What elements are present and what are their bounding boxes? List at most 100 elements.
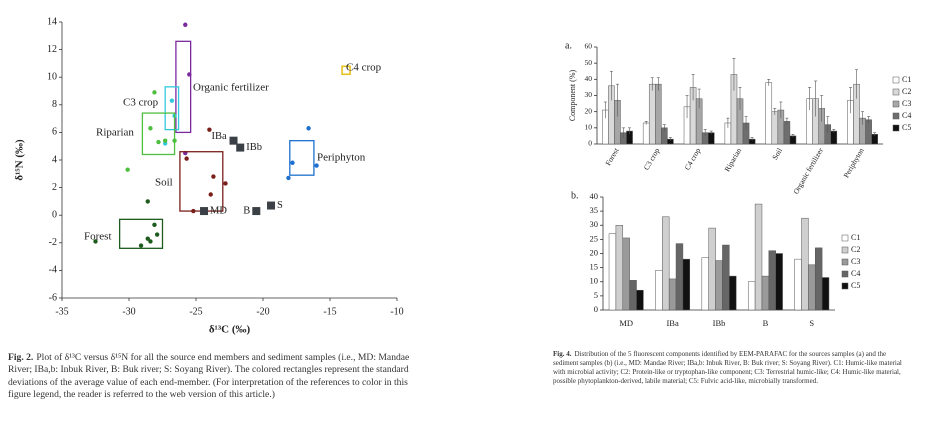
bar (648, 83, 656, 145)
point (208, 192, 213, 197)
y-tick-label: 10 (585, 123, 593, 132)
bar (615, 225, 624, 311)
bar (814, 247, 823, 311)
x-tick-label: MD (619, 318, 633, 328)
sample-point (236, 143, 245, 152)
point (314, 163, 319, 168)
y-tick-label: 14 (47, 16, 57, 27)
caption-label: Fig. 2. (8, 352, 34, 363)
y-axis-label: δ¹⁵N (‰) (14, 139, 26, 181)
x-tick-label: IBb (713, 318, 726, 328)
y-tick-label: 30 (590, 219, 599, 229)
legend-swatch (841, 282, 849, 290)
y-tick-label: 40 (585, 74, 593, 83)
sd-box (118, 218, 164, 249)
y-tick-label: -2 (49, 237, 57, 248)
y-tick-label: 30 (585, 90, 593, 99)
y-tick-label: 0 (594, 304, 598, 314)
bar (775, 253, 783, 311)
bar (636, 289, 644, 311)
sample-point (229, 136, 238, 145)
y-tick-label: 40 (590, 191, 599, 201)
caption: Fig. 2. Plot of δ¹³C versus δ¹⁵N for all … (8, 352, 416, 402)
point (169, 98, 175, 103)
point (306, 126, 311, 131)
panel-label: a. (565, 40, 572, 51)
bar (622, 237, 630, 311)
point (286, 175, 291, 181)
y-tick-label: -6 (49, 292, 57, 303)
bar (729, 275, 737, 311)
bar (655, 83, 662, 145)
point (172, 138, 177, 143)
group-label: Riparian (96, 127, 134, 139)
point (145, 199, 150, 204)
caption-label: Fig. 4. (553, 350, 572, 358)
point (223, 181, 228, 186)
bar (675, 243, 684, 311)
bar (655, 270, 663, 311)
x-tick-label: Periphyton (842, 146, 866, 179)
group-label: Forest (84, 231, 112, 243)
bar (765, 82, 773, 145)
legend-label: C1 (902, 75, 911, 84)
sample-point (252, 207, 261, 216)
legend-swatch (841, 246, 849, 254)
point (183, 22, 188, 27)
x-tick-label: -25 (189, 306, 202, 317)
point (154, 232, 160, 237)
bar (821, 277, 830, 311)
bar (747, 281, 756, 311)
sample-label: B (243, 205, 250, 216)
point (148, 239, 153, 244)
y-tick-label: 35 (590, 205, 599, 215)
point (93, 239, 98, 244)
legend-swatch (892, 88, 900, 96)
bar (608, 233, 617, 311)
y-tick-label: 4 (52, 154, 57, 165)
bar (761, 275, 770, 311)
caption-text: Plot of δ¹³C versus δ¹⁵N for all the sou… (8, 352, 410, 401)
bar (642, 122, 650, 145)
sample-point (267, 201, 276, 210)
x-tick-label: C4 crop (683, 146, 703, 171)
sd-box (141, 112, 176, 156)
bar (708, 227, 716, 311)
point (290, 160, 295, 165)
x-tick-label: Riparian (723, 146, 744, 173)
x-tick-label: -20 (256, 306, 269, 317)
panel-label: b. (571, 190, 579, 201)
legend-swatch (841, 234, 849, 242)
x-tick-label: -10 (390, 306, 403, 317)
bar (668, 278, 677, 311)
point (207, 127, 212, 132)
y-tick-label: -4 (49, 265, 57, 276)
y-tick-label: 5 (594, 290, 598, 300)
point (138, 243, 144, 248)
sd-box (164, 86, 180, 131)
y-tick-label: 60 (585, 42, 593, 51)
sample-label: IBb (246, 142, 262, 153)
bar (629, 280, 637, 311)
sample-label: IBa (212, 131, 228, 142)
y-tick-label: 12 (47, 44, 57, 55)
caption-text: Distribution of the 5 fluorescent compon… (553, 350, 902, 386)
x-tick-label: B (763, 318, 769, 328)
group-label: C4 crop (346, 62, 382, 74)
legend-swatch (841, 258, 849, 266)
y-tick-label: 2 (52, 182, 57, 193)
bar (808, 264, 816, 311)
point (148, 126, 153, 131)
bar (830, 130, 838, 145)
y-tick-label: 25 (590, 233, 599, 243)
point (152, 90, 157, 95)
y-tick-label: 50 (585, 58, 593, 67)
bar (865, 119, 872, 145)
point (341, 65, 351, 76)
bar (662, 216, 670, 311)
legend-label: C5 (851, 281, 860, 290)
y-tick-label: 10 (47, 71, 57, 82)
x-tick-label: Organic fertilizer (791, 146, 825, 196)
